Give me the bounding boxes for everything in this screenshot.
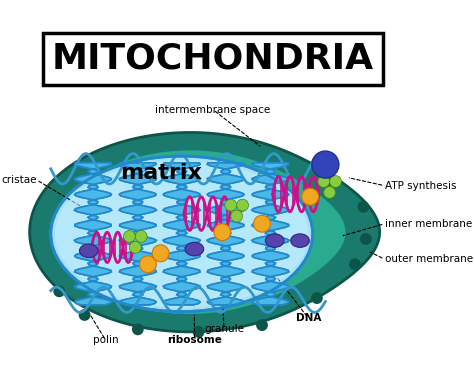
Circle shape [357,201,369,213]
Text: intermembrane space: intermembrane space [155,105,271,115]
Text: matrix: matrix [119,163,201,183]
Polygon shape [59,150,346,314]
Circle shape [53,285,65,297]
Ellipse shape [51,156,313,312]
Circle shape [311,292,323,304]
Polygon shape [74,163,111,305]
Ellipse shape [265,234,284,247]
Text: DNA: DNA [296,313,321,323]
Ellipse shape [291,234,310,247]
Polygon shape [74,163,111,305]
Circle shape [329,175,341,187]
Polygon shape [252,163,289,305]
Text: outer membrane: outer membrane [384,254,473,264]
Text: ATP synthesis: ATP synthesis [384,181,456,191]
Circle shape [132,323,144,335]
Text: MITOCHONDRIA: MITOCHONDRIA [52,42,374,76]
Circle shape [324,186,336,198]
Ellipse shape [80,244,98,257]
Circle shape [123,230,135,242]
Polygon shape [207,163,244,305]
Polygon shape [119,163,156,305]
Polygon shape [30,133,380,332]
Circle shape [254,215,271,232]
Text: ribosome: ribosome [167,335,222,345]
Text: granule: granule [204,324,244,334]
Circle shape [225,199,237,211]
Text: cristae: cristae [1,175,36,185]
Circle shape [135,230,147,242]
Circle shape [214,224,231,241]
Circle shape [318,175,329,187]
Circle shape [152,245,169,262]
Text: inner membrane: inner membrane [384,219,472,229]
Ellipse shape [185,242,204,256]
Circle shape [129,241,141,253]
Circle shape [349,258,361,270]
Polygon shape [163,163,201,305]
Polygon shape [252,163,289,305]
Circle shape [193,326,205,338]
Circle shape [139,256,156,273]
Circle shape [231,210,243,222]
Polygon shape [207,163,244,305]
Polygon shape [119,163,156,305]
Circle shape [79,309,91,321]
Circle shape [302,188,319,205]
Polygon shape [163,163,201,305]
Circle shape [256,319,268,331]
Text: polin: polin [93,335,118,345]
Circle shape [360,233,372,245]
Circle shape [312,151,339,178]
Ellipse shape [55,160,309,307]
Circle shape [237,199,248,211]
